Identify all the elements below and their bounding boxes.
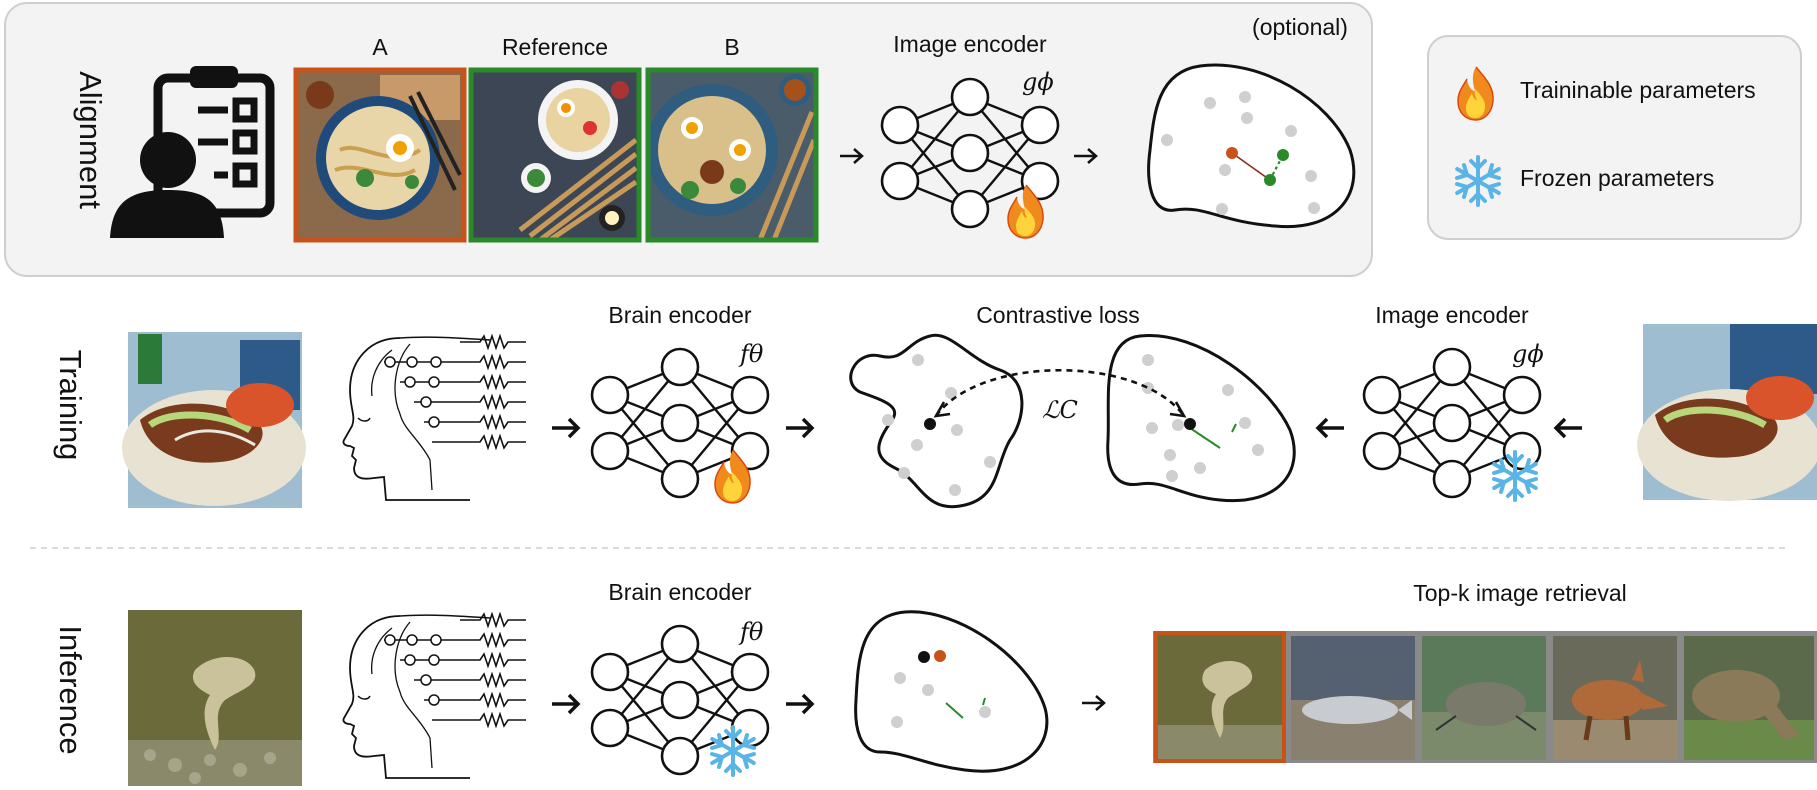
legend-trainable: Traininable parameters <box>1520 77 1756 103</box>
optional-label: (optional) <box>1252 14 1348 40</box>
retrieval-result-3 <box>1422 636 1546 760</box>
label-b: B <box>724 34 739 60</box>
inference-embedding-space <box>854 610 1049 773</box>
training-image-title: Image encoder <box>1375 302 1529 328</box>
arrow-right-icon <box>550 693 580 715</box>
training-image-symbol: gϕ <box>1512 340 1544 368</box>
inference-brain-title: Brain encoder <box>608 579 752 605</box>
arrow-right-icon <box>1080 694 1106 712</box>
retrieval-title: Top-k image retrieval <box>1413 580 1626 606</box>
snowflake-icon <box>710 725 756 777</box>
training-input-image <box>1637 324 1817 501</box>
alignment-embedding-space <box>1147 63 1356 229</box>
arrow-left-icon <box>1316 417 1346 439</box>
legend-panel <box>1427 35 1802 240</box>
legend-frozen: Frozen parameters <box>1520 165 1714 191</box>
brain-head-icon <box>342 613 527 779</box>
training-brain-title: Brain encoder <box>608 302 752 328</box>
training-stimulus-image <box>122 332 306 508</box>
clipboard-person-icon <box>110 66 275 238</box>
inference-brain-encoder <box>590 624 770 776</box>
image-b-ramen <box>645 67 819 243</box>
arrow-right-icon <box>784 417 814 439</box>
inference-stimulus-image <box>128 610 302 786</box>
label-reference: Reference <box>502 34 608 60</box>
retrieval-result-1 <box>1154 631 1286 763</box>
image-reference-ramen <box>468 67 642 243</box>
image-embedding-space <box>1106 334 1296 503</box>
training-loss-title: Contrastive loss <box>976 302 1140 328</box>
arrow-right-icon <box>784 693 814 715</box>
brain-embedding-space <box>849 333 1024 509</box>
contrastive-link <box>934 368 1186 417</box>
training-brain-symbol: fθ <box>738 340 764 368</box>
arrow-left-icon <box>1554 417 1584 439</box>
alignment-encoder-symbol: gϕ <box>1022 68 1054 96</box>
row-label-inference: Inference <box>53 625 88 754</box>
retrieval-result-2 <box>1291 636 1415 760</box>
retrieval-result-5 <box>1684 636 1814 760</box>
image-a-ramen <box>293 67 467 243</box>
alignment-encoder-title: Image encoder <box>893 31 1047 57</box>
snowflake-icon <box>1492 450 1538 502</box>
row-label-alignment: Alignment <box>73 71 108 209</box>
arrow-right-icon <box>550 417 580 439</box>
inference-brain-symbol: fθ <box>738 618 764 646</box>
row-label-training: Training <box>53 350 88 461</box>
retrieval-strip <box>1153 631 1817 763</box>
brain-head-icon <box>342 335 527 501</box>
label-a: A <box>372 34 388 60</box>
contrastive-loss-symbol: ℒC <box>1042 396 1078 424</box>
retrieval-result-4 <box>1553 636 1677 760</box>
